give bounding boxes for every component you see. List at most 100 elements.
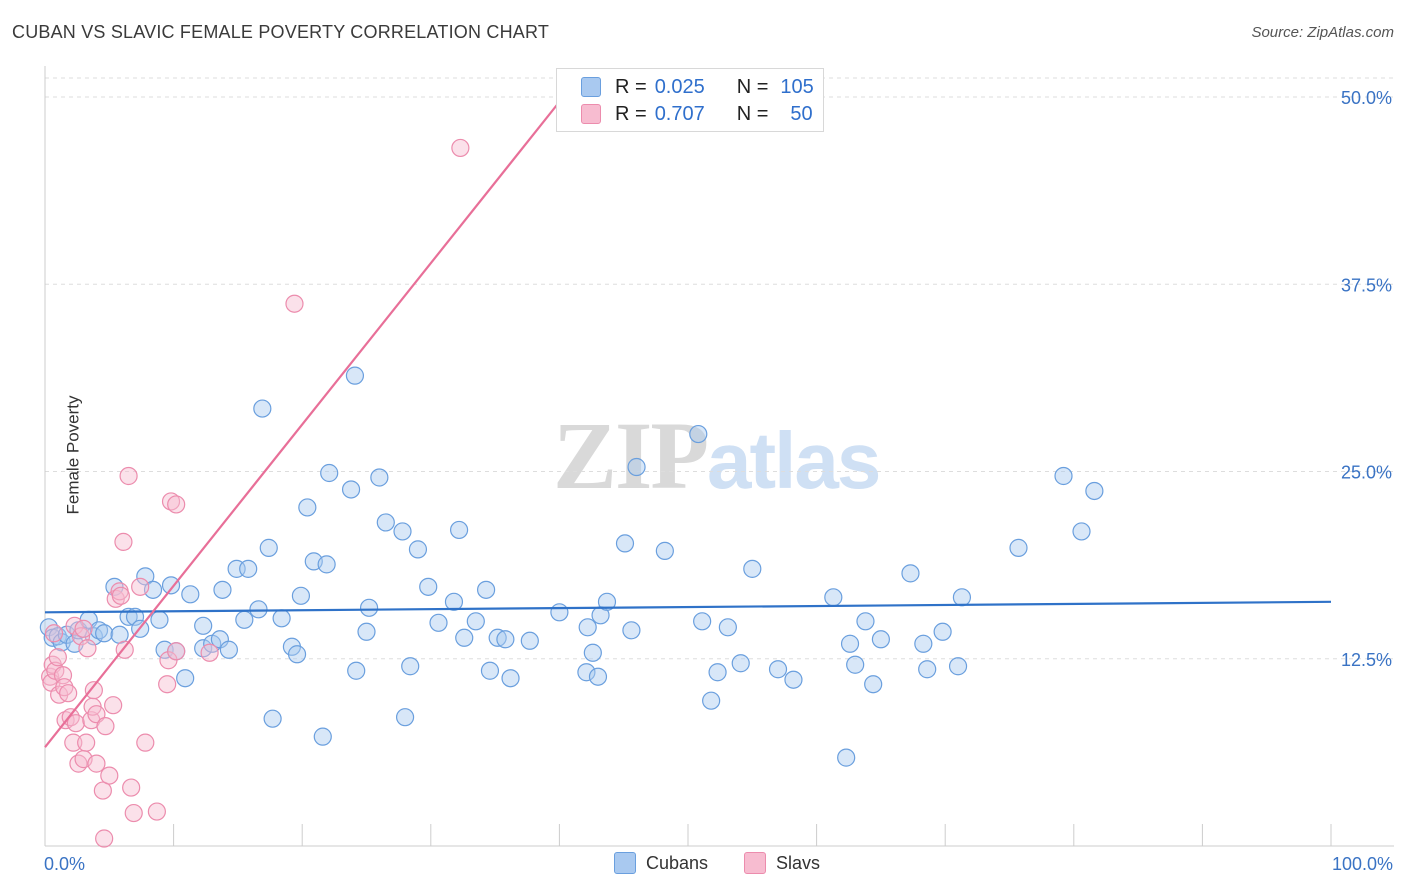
- watermark-zip: ZIP: [553, 402, 709, 509]
- cuban-point: [837, 748, 856, 767]
- slav-point: [111, 586, 130, 605]
- cuban-point: [210, 630, 229, 649]
- cuban-point: [488, 628, 507, 647]
- slav-point: [285, 294, 304, 313]
- correlation-legend: R = 0.025 N = 105 R = 0.707 N = 50: [556, 68, 824, 132]
- slav-point: [74, 619, 93, 638]
- slav-point: [59, 684, 78, 703]
- cuban-point: [550, 603, 569, 622]
- cuban-point: [476, 580, 496, 599]
- cuban-point: [395, 708, 415, 727]
- series-legend: Cubans Slavs: [0, 852, 1406, 878]
- cuban-point: [136, 567, 155, 586]
- cuban-point: [429, 613, 448, 632]
- cuban-point: [655, 541, 674, 560]
- chart-title: CUBAN VS SLAVIC FEMALE POVERTY CORRELATI…: [12, 22, 550, 42]
- cuban-point: [359, 598, 379, 617]
- cuban-point: [239, 559, 258, 578]
- slav-point: [131, 577, 150, 596]
- cuban-point: [864, 675, 883, 694]
- y-tick-label: 12.5%: [1341, 650, 1392, 670]
- slav-point: [167, 642, 186, 661]
- cubans-r-value: 0.025: [654, 75, 705, 98]
- slav-point: [64, 733, 83, 752]
- legend-slavs-swatch: [744, 852, 766, 874]
- cuban-point: [249, 600, 268, 619]
- cuban-point: [150, 610, 169, 629]
- cuban-point: [577, 663, 596, 682]
- slav-point: [66, 714, 85, 733]
- slav-point: [161, 492, 181, 511]
- y-tick-label: 37.5%: [1341, 275, 1392, 295]
- slav-point: [87, 754, 106, 773]
- cuban-point: [219, 640, 238, 659]
- cuban-point: [784, 670, 803, 689]
- watermark-atlas: atlas: [707, 416, 881, 505]
- cuban-point: [1085, 481, 1104, 501]
- slav-point: [100, 766, 119, 785]
- cuban-point: [253, 399, 272, 418]
- cubans-n-label: N =: [736, 75, 769, 98]
- cuban-point: [952, 588, 972, 607]
- cuban-point: [263, 709, 282, 728]
- cuban-point: [768, 660, 788, 679]
- slav-point: [167, 495, 186, 514]
- cuban-point: [259, 538, 278, 557]
- cuban-point: [578, 618, 597, 637]
- legend-slavs-label: Slavs: [776, 852, 821, 873]
- cuban-point: [194, 616, 213, 635]
- slavs-n-label: N =: [736, 102, 769, 125]
- cuban-point: [689, 424, 708, 444]
- cuban-point: [480, 661, 500, 680]
- cuban-point: [743, 559, 762, 578]
- cuban-point: [871, 630, 891, 649]
- legend-cubans-label: Cubans: [646, 852, 709, 873]
- slav-point: [124, 803, 143, 823]
- cuban-point: [376, 513, 395, 532]
- cuban-point: [155, 640, 174, 659]
- cuban-point: [401, 657, 420, 676]
- cuban-point: [1072, 522, 1091, 541]
- legend-item-cubans[interactable]: Cubans: [614, 852, 708, 874]
- cuban-point: [824, 588, 843, 607]
- watermark: ZIPatlas: [553, 400, 881, 511]
- legend-row-slavs: R = 0.707 N = 50: [581, 101, 813, 127]
- cuban-point: [291, 586, 311, 605]
- legend-cubans-swatch: [614, 852, 636, 874]
- cubans-n-value: 105: [780, 75, 814, 98]
- slavs-trend-line: [44, 96, 565, 748]
- cuban-point: [615, 534, 635, 553]
- cuban-point: [731, 654, 750, 673]
- y-tick-label: 50.0%: [1341, 88, 1392, 108]
- cuban-point: [213, 580, 232, 599]
- slav-point: [93, 781, 112, 800]
- cuban-point: [520, 631, 539, 650]
- source-credit: Source: ZipAtlas.com: [1251, 24, 1394, 41]
- cuban-point: [933, 622, 952, 641]
- cuban-point: [320, 463, 339, 483]
- cuban-point: [317, 555, 336, 574]
- slavs-n-value: 50: [790, 102, 813, 125]
- cuban-point: [455, 628, 474, 647]
- y-tick-label: 25.0%: [1341, 463, 1392, 483]
- legend-item-slavs[interactable]: Slavs: [744, 852, 820, 874]
- cuban-point: [856, 612, 875, 631]
- cuban-point: [298, 498, 317, 517]
- cuban-point: [846, 655, 865, 674]
- slav-point: [48, 648, 67, 667]
- x-tick-label: 0.0%: [44, 854, 85, 874]
- cuban-point: [466, 612, 485, 631]
- cuban-point: [449, 520, 469, 540]
- cuban-point: [588, 667, 608, 686]
- cuban-point: [501, 669, 520, 688]
- cuban-point: [622, 621, 641, 640]
- cuban-point: [287, 645, 307, 664]
- slav-point: [119, 466, 138, 486]
- slav-point: [44, 624, 64, 643]
- cuban-point: [357, 622, 376, 641]
- slav-point: [200, 643, 219, 662]
- slav-point: [451, 138, 470, 158]
- cuban-point: [914, 634, 933, 653]
- slav-point: [77, 733, 96, 752]
- slav-point: [122, 778, 141, 797]
